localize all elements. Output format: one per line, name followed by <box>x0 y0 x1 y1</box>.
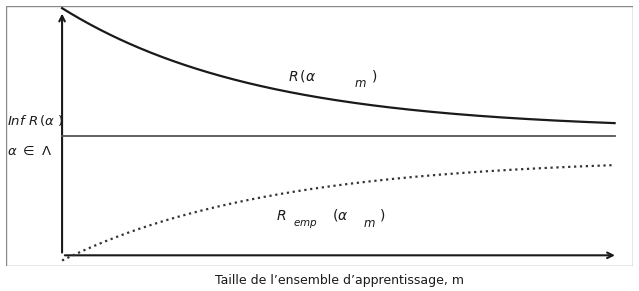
Text: $(\alpha$: $(\alpha$ <box>332 207 348 223</box>
Text: $\mathit{Inf}\ \mathit{R}\,(\alpha\ )$: $\mathit{Inf}\ \mathit{R}\,(\alpha\ )$ <box>8 113 65 128</box>
Text: $\mathit{m}$: $\mathit{m}$ <box>364 217 376 230</box>
Text: $\mathit{emp}$: $\mathit{emp}$ <box>293 218 318 230</box>
Text: $\mathit{R}$: $\mathit{R}$ <box>275 210 286 223</box>
Bar <box>6 6 633 266</box>
Text: $)$: $)$ <box>371 68 377 84</box>
Text: Taille de l’ensemble d’apprentissage, m: Taille de l’ensemble d’apprentissage, m <box>215 274 465 287</box>
Text: $\mathit{m}$: $\mathit{m}$ <box>354 77 367 91</box>
Text: $)$: $)$ <box>379 207 385 223</box>
Text: $\alpha\ \in\ \Lambda$: $\alpha\ \in\ \Lambda$ <box>8 144 52 158</box>
Text: $\mathit{R}\,(\alpha$: $\mathit{R}\,(\alpha$ <box>288 68 316 84</box>
